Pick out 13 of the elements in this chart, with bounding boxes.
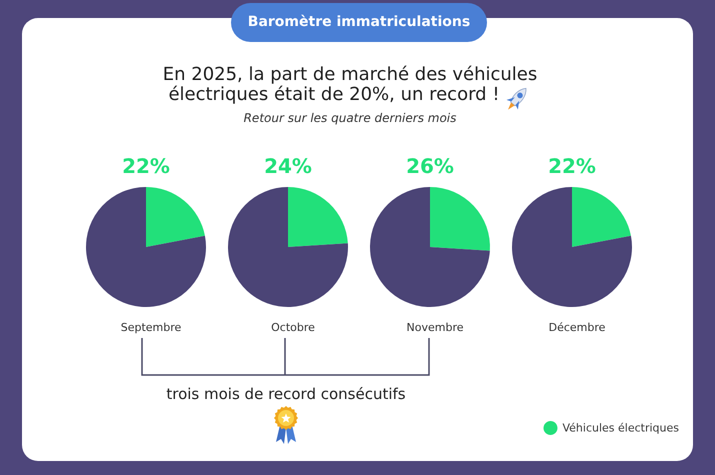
- data-label: 24%: [264, 154, 312, 178]
- text: trois mois de record consécutifs: [166, 385, 406, 403]
- text: Retour sur les quatre derniers mois: [244, 111, 456, 125]
- text: Novembre: [406, 321, 464, 334]
- data-label: 22%: [548, 154, 596, 178]
- data-label: 22%: [122, 154, 170, 178]
- text: En 2025, la part de marché des véhicules électriques était de 20%, un record !: [162, 64, 538, 105]
- data-label: 26%: [406, 154, 454, 178]
- legend-label: Véhicules électriques: [562, 422, 680, 434]
- text: Octobre: [271, 321, 316, 334]
- text: Baromètre immatriculations: [248, 14, 470, 30]
- text: Décembre: [548, 321, 606, 334]
- text: Septembre: [120, 321, 182, 334]
